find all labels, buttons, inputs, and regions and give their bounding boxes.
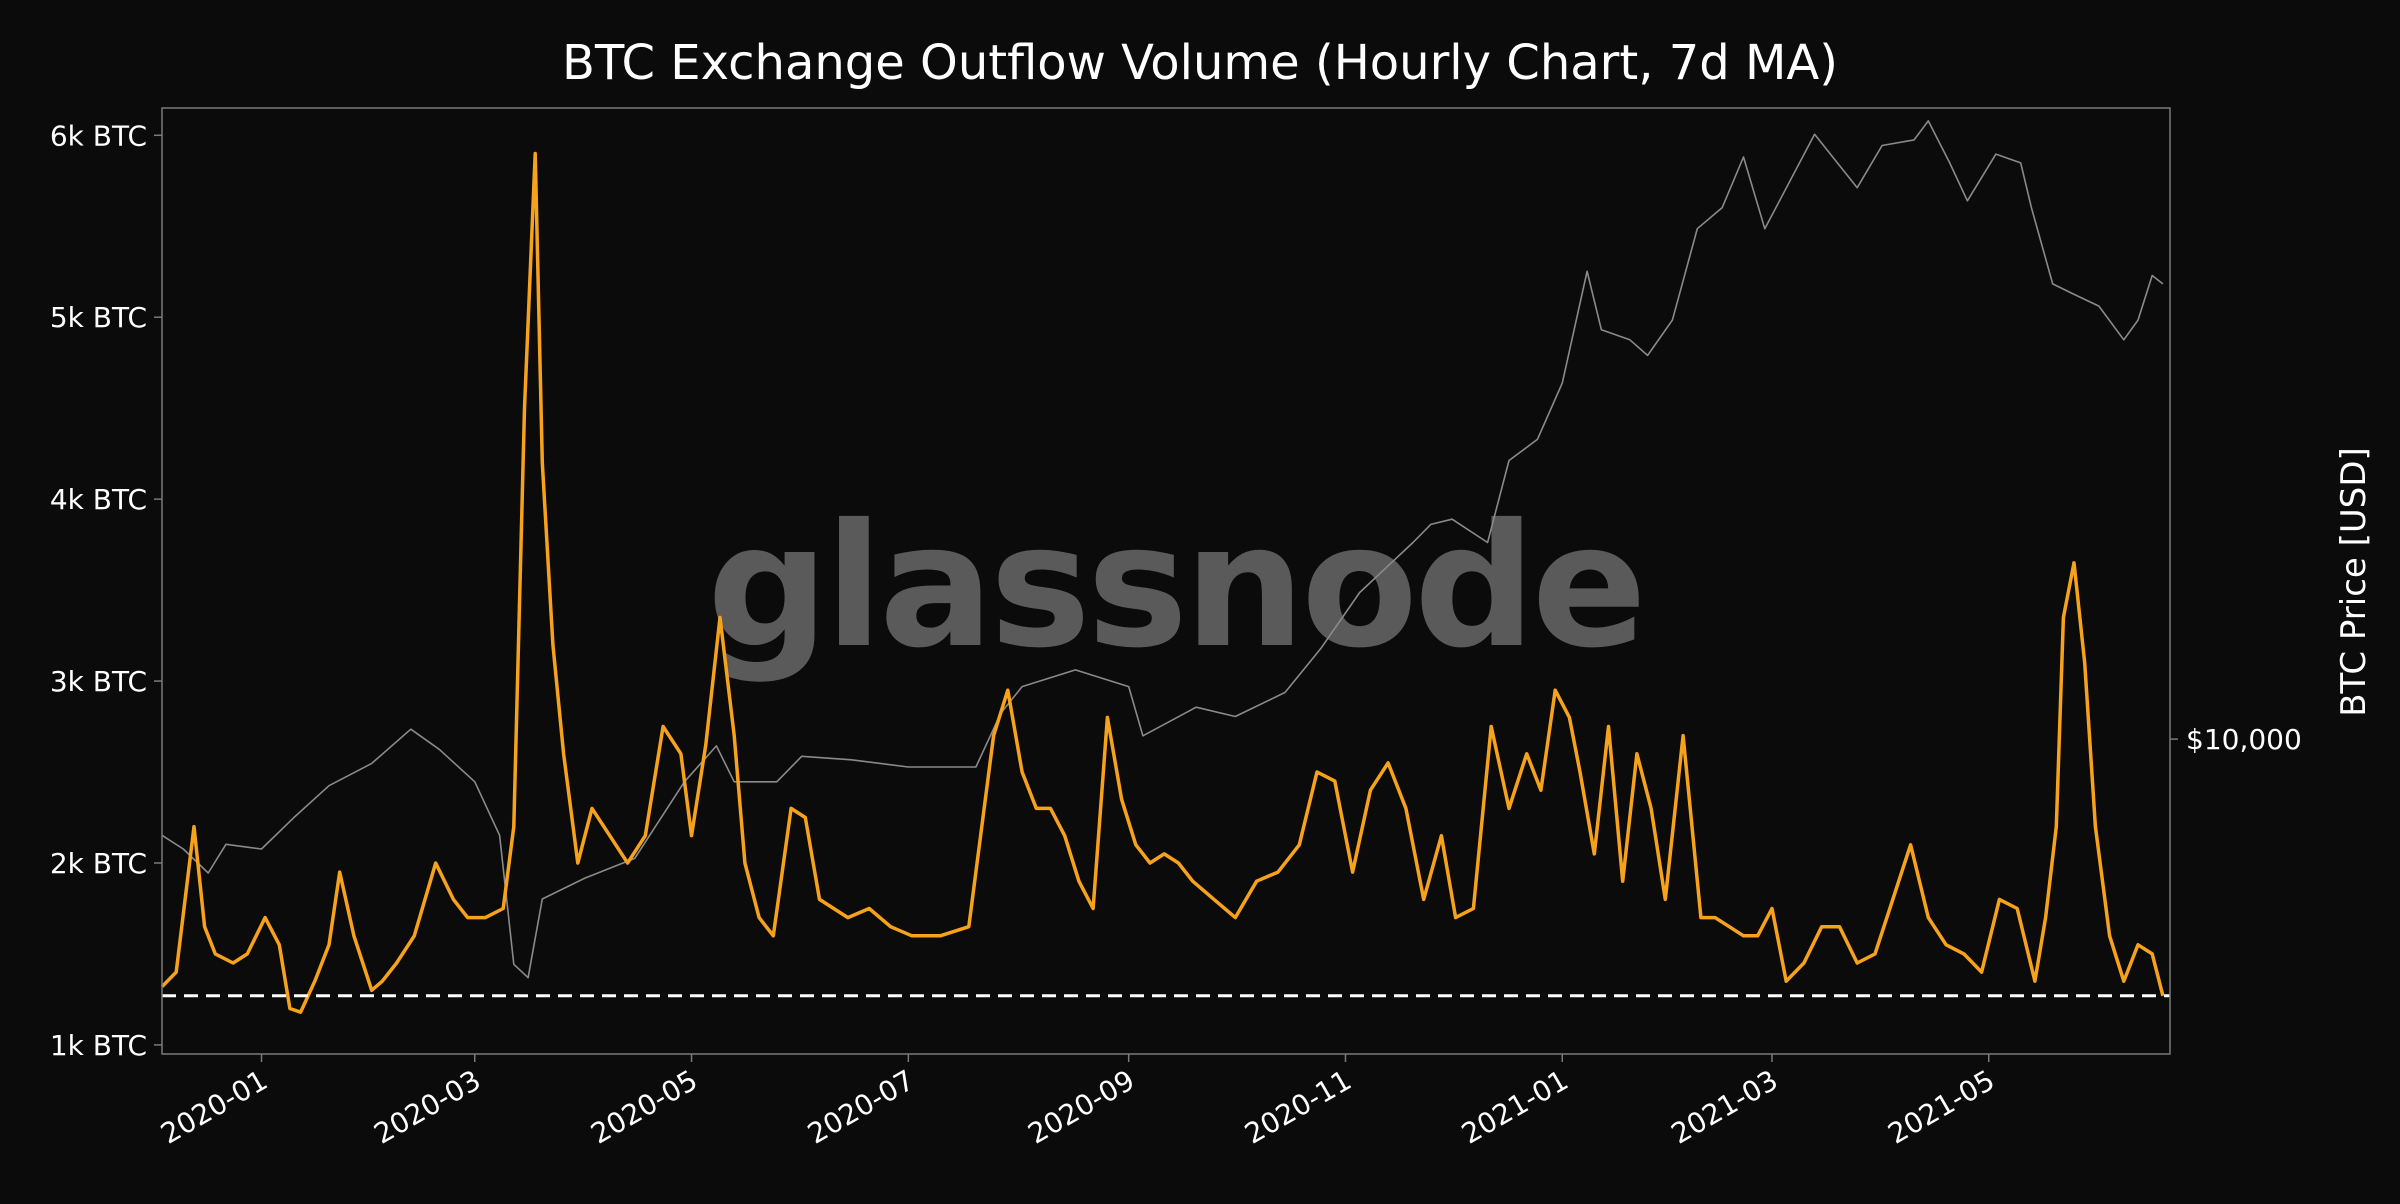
y-axis-right: $10,000 [2170, 723, 2302, 756]
outflow-volume-line [160, 151, 2165, 1014]
y-left-tick-label: 5k BTC [50, 301, 147, 334]
btc-price-line [161, 120, 2164, 979]
y-left-tick-label: 6k BTC [50, 119, 147, 152]
y-right-tick-label: $10,000 [2186, 723, 2302, 756]
plot-frame [161, 107, 2171, 1055]
y-left-tick-label: 2k BTC [50, 847, 147, 880]
y-left-tick-label: 1k BTC [50, 1029, 147, 1062]
y-axis-right-label: BTC Price [USD] [2334, 447, 2374, 717]
series-layer [160, 120, 2170, 1014]
chart-title: BTC Exchange Outflow Volume (Hourly Char… [562, 35, 1838, 91]
y-left-tick-label: 3k BTC [50, 665, 147, 698]
y-axis-left: 1k BTC 2k BTC 3k BTC 4k BTC 5k BTC 6k BTC [50, 119, 162, 1062]
y-left-tick-label: 4k BTC [50, 483, 147, 516]
watermark-logo: glassnode [707, 488, 1643, 686]
